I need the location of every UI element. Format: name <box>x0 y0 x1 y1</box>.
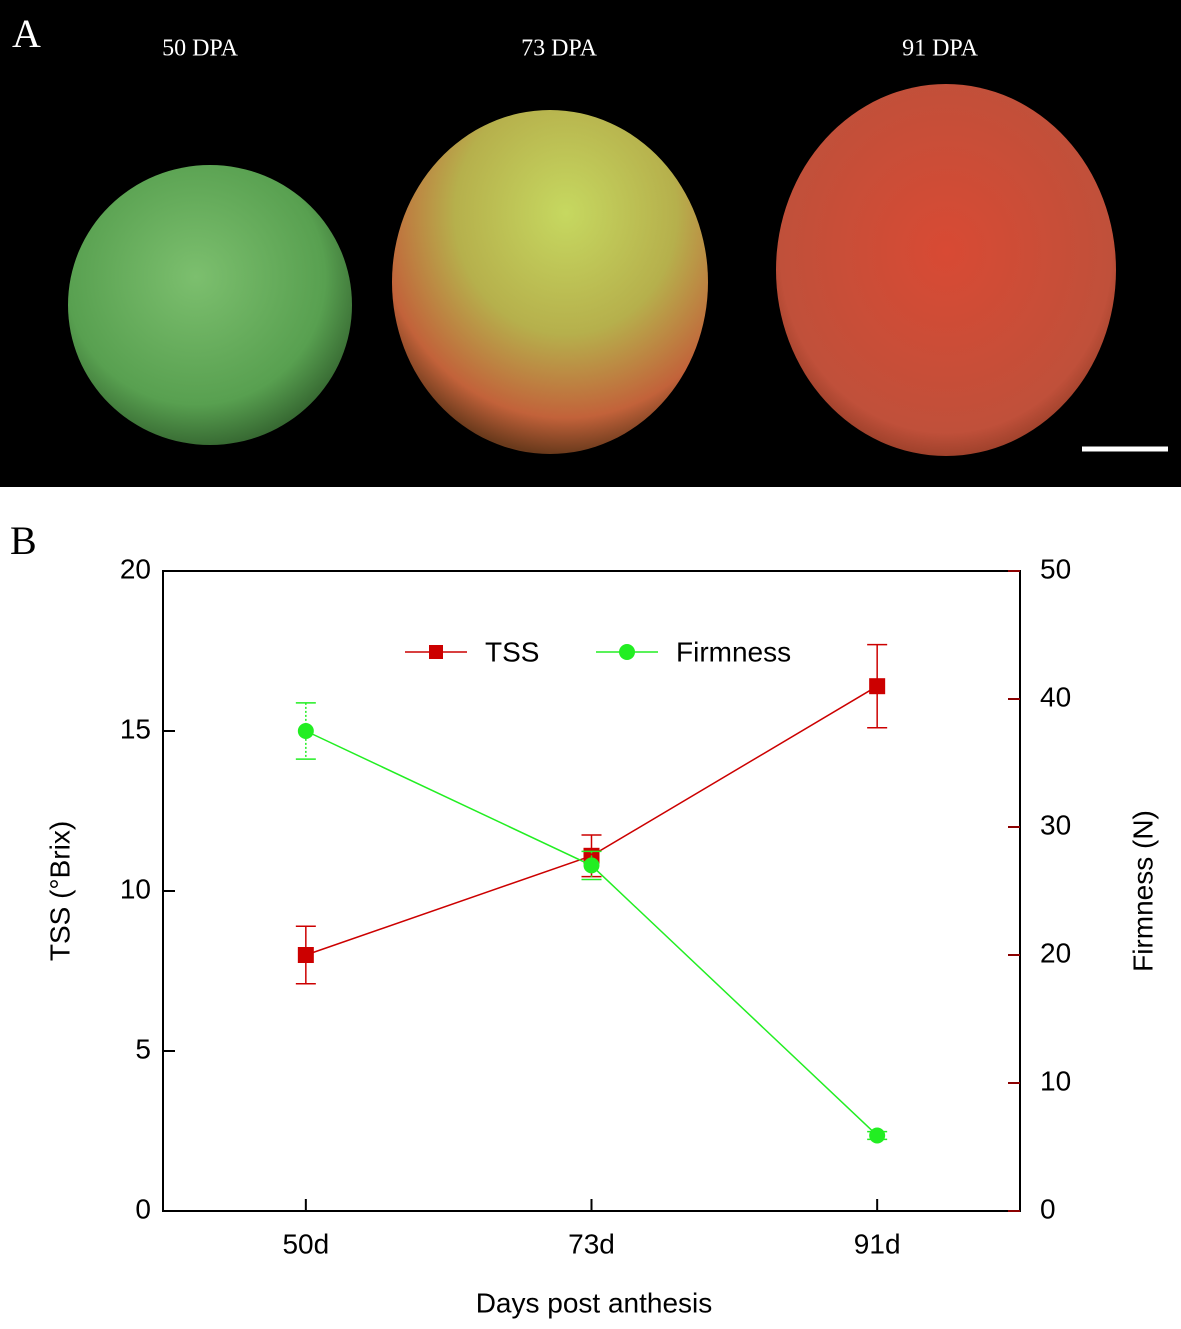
panel-label: B <box>10 518 37 563</box>
y-tick-label: 5 <box>135 1033 151 1064</box>
y-tick-label: 20 <box>120 553 151 584</box>
y2-tick-label: 10 <box>1040 1065 1071 1096</box>
x-tick-label: 91d <box>854 1228 901 1259</box>
y2-tick-label: 40 <box>1040 681 1071 712</box>
y2-tick-label: 30 <box>1040 809 1071 840</box>
legend-marker <box>619 644 635 660</box>
series-line <box>305 685 878 956</box>
x-axis-label: Days post anthesis <box>476 1287 713 1318</box>
data-point <box>869 1127 886 1144</box>
y-axis-label: TSS (°Brix) <box>44 821 75 961</box>
legend-marker <box>429 645 443 659</box>
y2-tick-label: 50 <box>1040 553 1071 584</box>
photo-label: 73 DPA <box>521 36 597 62</box>
fruit-50dpa <box>68 165 352 445</box>
data-point <box>297 947 314 963</box>
y2-tick-label: 0 <box>1040 1193 1056 1224</box>
photo-label: 50 DPA <box>162 36 238 62</box>
data-point <box>869 678 886 695</box>
plot-frame <box>162 570 1021 1212</box>
photo-label: 91 DPA <box>902 36 978 62</box>
x-tick-label: 50d <box>282 1228 329 1259</box>
y-tick-label: 10 <box>120 873 151 904</box>
panel-label: A <box>12 11 41 56</box>
data-point <box>583 857 600 874</box>
fruit-91dpa <box>776 84 1116 456</box>
x-tick-label: 73d <box>568 1228 615 1259</box>
y-tick-label: 0 <box>135 1193 151 1224</box>
legend-label: Firmness <box>676 636 791 667</box>
y2-tick-label: 20 <box>1040 937 1071 968</box>
legend-label: TSS <box>485 636 539 667</box>
y2-axis-label: Firmness (N) <box>1127 810 1158 972</box>
series-line <box>305 730 878 1137</box>
data-point <box>297 723 314 739</box>
fruit-73dpa <box>392 110 708 454</box>
y-tick-label: 15 <box>120 713 151 744</box>
